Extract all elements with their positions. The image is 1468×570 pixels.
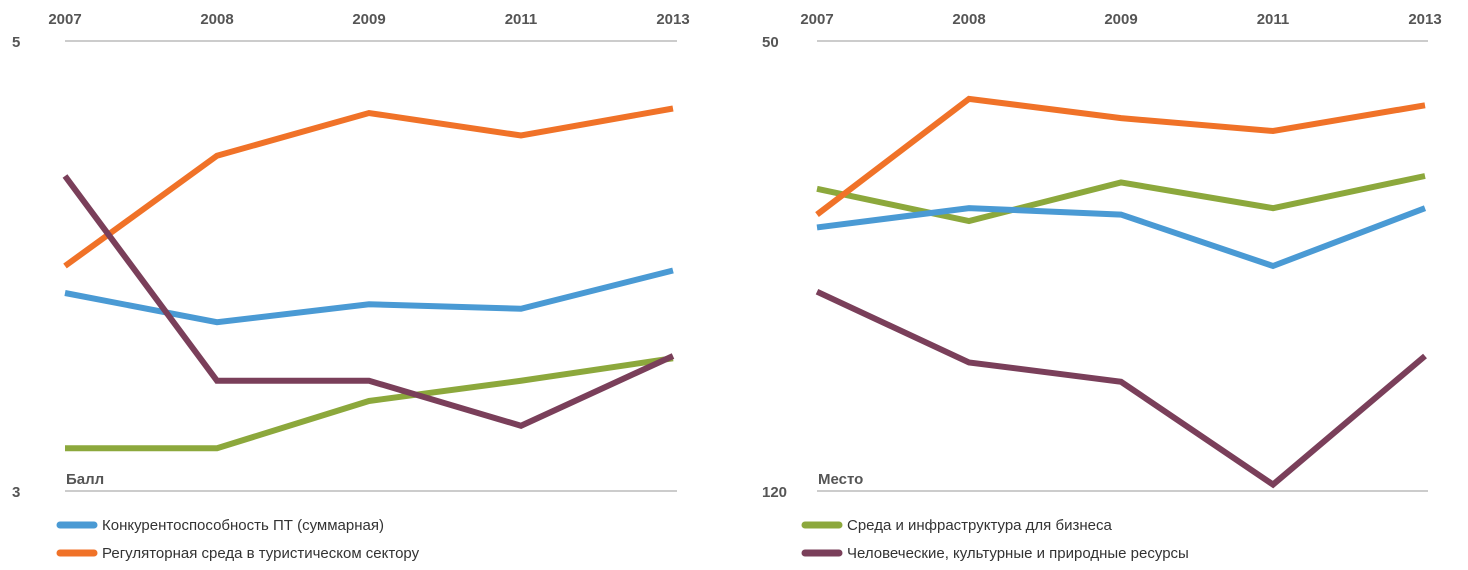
line-series	[62, 174, 675, 429]
x-tick-label: 2007	[800, 11, 833, 28]
x-tick-label: 2013	[1408, 11, 1441, 28]
y-tick-label: 3	[12, 484, 20, 501]
legend-label: Конкурентоспособность ПТ (суммарная)	[102, 517, 384, 534]
line-series	[65, 355, 674, 452]
y-axis-label: Балл	[66, 471, 104, 488]
line-series	[816, 173, 1426, 225]
x-tick-label: 2007	[48, 11, 81, 28]
line-series	[815, 288, 1427, 489]
line-series	[816, 205, 1427, 270]
line-series	[63, 105, 674, 269]
y-tick-label: 5	[12, 34, 20, 51]
x-tick-label: 2011	[505, 11, 538, 28]
y-tick-label: 120	[762, 484, 787, 501]
y-axis-label: Место	[818, 471, 863, 488]
x-tick-label: 2009	[1104, 11, 1137, 28]
x-tick-label: 2008	[200, 11, 233, 28]
legend-label: Среда и инфраструктура для бизнеса	[847, 517, 1112, 534]
x-tick-label: 2011	[1257, 11, 1290, 28]
legend-label: Регуляторная среда в туристическом секто…	[102, 545, 420, 562]
x-tick-label: 2008	[952, 11, 985, 28]
x-tick-label: 2009	[352, 11, 385, 28]
x-tick-label: 2013	[656, 11, 689, 28]
legend-label: Человеческие, культурные и природные рес…	[847, 545, 1189, 562]
line-series	[815, 95, 1426, 217]
y-tick-label: 50	[762, 34, 779, 51]
